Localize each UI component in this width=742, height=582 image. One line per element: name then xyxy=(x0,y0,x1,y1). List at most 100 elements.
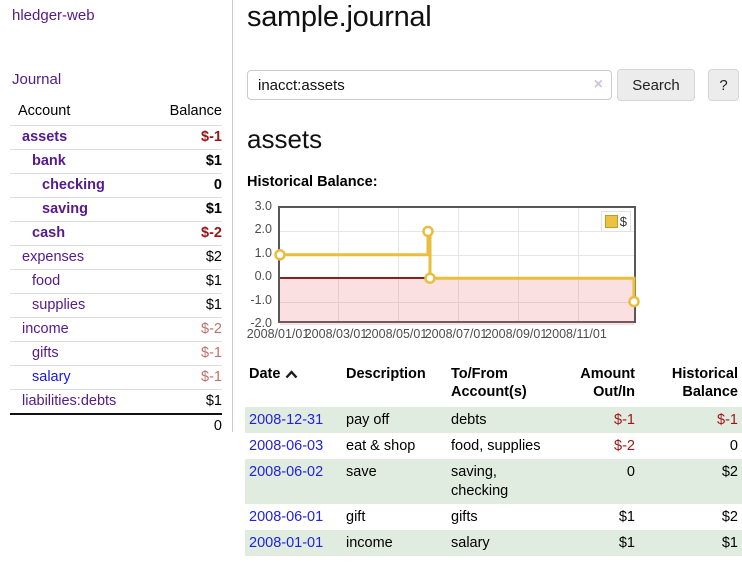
transaction-date-link[interactable]: 2008-06-01 xyxy=(249,509,324,525)
transaction-row: 2008-01-01 income salary $1 $1 xyxy=(245,530,742,556)
search-input[interactable] xyxy=(247,70,612,100)
gridline xyxy=(518,208,519,321)
gridline xyxy=(398,208,399,321)
x-tick-label: 2008/01/01 xyxy=(246,327,310,341)
gridline xyxy=(280,255,634,256)
transaction-balance: $2 xyxy=(721,509,738,525)
transaction-balance: $-1 xyxy=(717,412,738,428)
help-button[interactable]: ? xyxy=(708,69,739,101)
transaction-accounts: saving, checking xyxy=(451,464,509,499)
account-link-checking[interactable]: checking xyxy=(42,177,105,193)
y-tick-label: -1.0 xyxy=(250,293,272,307)
transactions-table: Date Description To/From Account(s) Amou… xyxy=(245,362,742,556)
account-link-food[interactable]: food xyxy=(32,273,61,289)
gridline xyxy=(280,302,634,303)
transactions-header-row: Date Description To/From Account(s) Amou… xyxy=(245,362,742,407)
account-balance: $-2 xyxy=(201,321,222,337)
account-row: liabilities:debts $1 xyxy=(10,389,222,413)
account-row: bank $1 xyxy=(10,149,222,173)
transaction-amount: $1 xyxy=(618,509,635,525)
transaction-amount: 0 xyxy=(626,464,635,480)
account-row: expenses $2 xyxy=(10,245,222,269)
account-link-cash[interactable]: cash xyxy=(32,225,66,241)
account-balance: $1 xyxy=(205,273,222,289)
account-row: supplies $1 xyxy=(10,293,222,317)
account-row: salary $-1 xyxy=(10,365,222,389)
balance-line-series xyxy=(274,225,640,308)
gridline xyxy=(578,208,579,321)
transaction-accounts: debts xyxy=(451,412,487,428)
search-button[interactable]: Search xyxy=(617,69,695,101)
sort-ascending-icon xyxy=(285,366,298,384)
sidebar-item-journal[interactable]: Journal xyxy=(12,71,62,88)
brand-link[interactable]: hledger-web xyxy=(12,7,95,24)
date-header-label: Date xyxy=(249,366,281,382)
account-balance: $-2 xyxy=(201,225,222,241)
transaction-description: gift xyxy=(346,509,366,525)
clear-search-icon[interactable]: × xyxy=(593,76,603,93)
transaction-description: pay off xyxy=(346,412,390,428)
account-balance: $-1 xyxy=(201,345,222,361)
page-title: sample.journal xyxy=(247,1,432,33)
x-tick-label: 2008/09/01 xyxy=(484,327,548,341)
transaction-accounts: gifts xyxy=(451,509,478,525)
transaction-amount: $1 xyxy=(618,535,635,551)
account-link-salary[interactable]: salary xyxy=(32,369,71,385)
account-balance: $1 xyxy=(205,201,222,217)
x-tick-label: 2008/05/01 xyxy=(364,327,428,341)
x-tick-label: 2008/11/01 xyxy=(545,327,607,341)
account-link-income[interactable]: income xyxy=(22,321,69,337)
account-heading: assets xyxy=(247,124,323,154)
x-tick-label: 2008/07/01 xyxy=(424,327,488,341)
account-balance: $-1 xyxy=(201,369,222,385)
y-tick-label: 2.0 xyxy=(254,222,272,236)
y-tick-label: 1.0 xyxy=(254,246,272,260)
gridline xyxy=(280,231,634,232)
account-link-saving[interactable]: saving xyxy=(42,201,88,217)
account-link-expenses[interactable]: expenses xyxy=(22,249,85,265)
account-link-gifts[interactable]: gifts xyxy=(32,345,59,361)
account-row: saving $1 xyxy=(10,197,222,221)
transaction-date-link[interactable]: 2008-06-03 xyxy=(249,438,324,454)
account-balance: $2 xyxy=(205,249,222,265)
account-link-liabilities-debts[interactable]: liabilities:debts xyxy=(22,393,117,409)
account-link-supplies[interactable]: supplies xyxy=(32,297,86,313)
transaction-balance: $2 xyxy=(721,464,738,480)
legend-swatch-icon xyxy=(604,215,618,228)
account-balance: $1 xyxy=(205,153,222,169)
chart-legend: $ xyxy=(600,211,631,232)
transaction-balance: 0 xyxy=(729,438,738,454)
account-column-header: Account xyxy=(18,103,71,119)
transaction-description: eat & shop xyxy=(346,438,416,454)
balance-column-header: Balance xyxy=(169,103,222,119)
transaction-description: save xyxy=(346,464,377,480)
accounts-total-value: 0 xyxy=(213,418,222,434)
transaction-amount: $-1 xyxy=(614,412,635,428)
transaction-date-link[interactable]: 2008-06-02 xyxy=(249,464,324,480)
transaction-date-link[interactable]: 2008-01-01 xyxy=(249,535,324,551)
sidebar-divider xyxy=(232,0,233,432)
transaction-date-link[interactable]: 2008-12-31 xyxy=(249,412,324,428)
account-balance: $1 xyxy=(205,297,222,313)
account-row: income $-2 xyxy=(10,317,222,341)
historical-balance-chart[interactable]: $ xyxy=(274,206,640,325)
account-link-assets[interactable]: assets xyxy=(22,129,68,145)
y-tick-label: 0.0 xyxy=(254,269,272,283)
chart-title: Historical Balance: xyxy=(247,174,378,190)
accounts-table: Account Balance assets $-1 bank $1 check… xyxy=(10,100,222,437)
account-balance: $1 xyxy=(205,393,222,409)
legend-label: $ xyxy=(619,214,627,229)
balance-header: Historical Balance xyxy=(671,366,738,400)
gridline xyxy=(458,208,459,321)
sort-by-date-header[interactable]: Date xyxy=(245,362,342,407)
account-row: gifts $-1 xyxy=(10,341,222,365)
account-row: food $1 xyxy=(10,269,222,293)
account-row: cash $-2 xyxy=(10,221,222,245)
y-tick-label: 3.0 xyxy=(254,199,272,213)
account-link-bank[interactable]: bank xyxy=(32,153,66,169)
transaction-row: 2008-06-02 save saving, checking 0 $2 xyxy=(245,459,742,504)
gridline xyxy=(338,208,339,321)
search-box: × xyxy=(247,70,612,100)
transaction-row: 2008-06-03 eat & shop food, supplies $-2… xyxy=(245,433,742,459)
